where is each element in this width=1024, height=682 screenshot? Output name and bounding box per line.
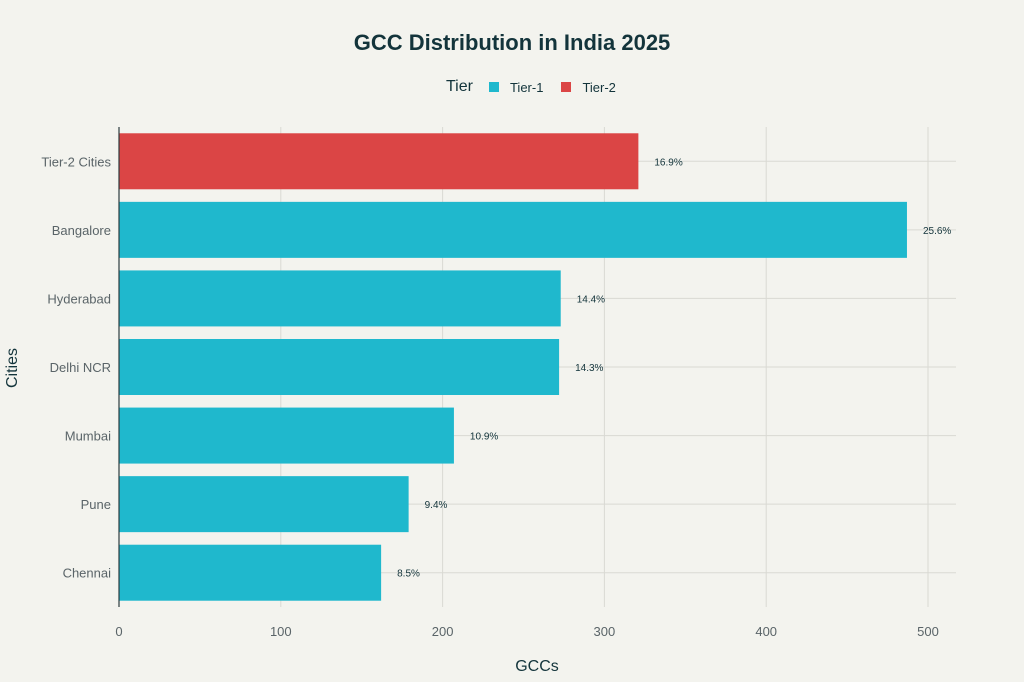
x-tick-label: 100 (270, 624, 292, 639)
x-tick-label: 0 (115, 624, 122, 639)
data-label: 9.4% (425, 500, 448, 511)
legend-item-tier-1[interactable]: Tier-1 (488, 79, 544, 95)
bar-delhi-ncr (119, 339, 560, 395)
x-tick-label: 500 (917, 624, 939, 639)
data-label: 10.9% (470, 432, 498, 443)
y-axis-title: Cities (4, 348, 21, 388)
legend-title: Tier (446, 78, 473, 95)
data-label: 8.5% (397, 569, 420, 580)
bar-tier-2-cities (119, 133, 639, 190)
y-tick-label: Bangalore (52, 223, 111, 238)
y-tick-label: Pune (81, 497, 111, 512)
x-tick-label: 400 (755, 624, 777, 639)
legend-swatch (488, 82, 499, 92)
y-tick-label: Hyderabad (47, 291, 111, 306)
data-label: 25.6% (923, 226, 951, 237)
y-tick-label: Tier-2 Cities (41, 154, 111, 169)
legend-label: Tier-2 (582, 79, 616, 95)
y-tick-label: Mumbai (65, 429, 111, 444)
bar-hyderabad (119, 270, 561, 327)
data-label: 14.4% (577, 294, 605, 305)
legend-swatch (561, 82, 572, 92)
bar-chennai (119, 544, 382, 601)
legend-label: Tier-1 (509, 79, 544, 95)
x-tick-label: 300 (594, 624, 616, 639)
bar-pune (119, 476, 409, 533)
bar-mumbai (119, 407, 454, 464)
y-tick-label: Delhi NCR (50, 360, 111, 375)
x-tick-label: 200 (432, 624, 454, 639)
legend: Tier Tier-1 Tier-2 (446, 78, 634, 96)
chart-title: GCC Distribution in India 2025 (353, 30, 671, 55)
x-axis-title: GCCs (515, 658, 559, 675)
y-tick-label: Chennai (63, 566, 112, 581)
legend-item-tier-2[interactable]: Tier-2 (561, 79, 616, 95)
data-label: 16.9% (654, 157, 682, 168)
bar-bangalore (119, 201, 907, 258)
data-label: 14.3% (575, 363, 603, 374)
